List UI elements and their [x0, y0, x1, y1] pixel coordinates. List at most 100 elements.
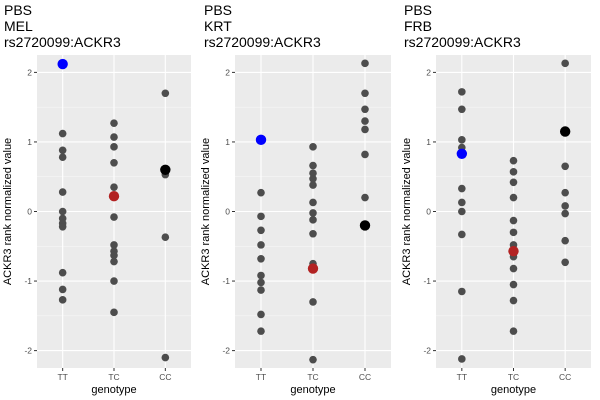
panel-title-line: PBS: [404, 2, 432, 18]
data-point: [458, 230, 466, 239]
data-point: [561, 188, 569, 197]
data-point: [58, 188, 67, 196]
data-point: [110, 119, 118, 127]
highlight-point: [160, 164, 171, 175]
highlight-point: [508, 245, 519, 257]
data-point: [458, 88, 466, 96]
highlight-point: [57, 58, 68, 70]
panel-title-line: FRB: [404, 18, 432, 34]
highlight-point: [307, 263, 319, 274]
data-point: [257, 310, 265, 319]
data-point: [361, 89, 369, 98]
x-tick-label: TT: [256, 372, 266, 382]
highlight-point: [559, 126, 571, 137]
data-point: [110, 277, 118, 285]
x-tick-label: TT: [57, 372, 67, 382]
x-tick-label: CC: [359, 372, 371, 382]
data-point: [110, 213, 118, 221]
data-point: [361, 150, 369, 159]
highlight-point: [255, 134, 267, 146]
y-tick-label: 0: [27, 207, 32, 217]
data-point: [361, 117, 369, 125]
data-point: [309, 298, 317, 306]
data-point: [561, 162, 569, 171]
x-tick-label: TT: [457, 372, 467, 382]
panel-title-line: rs2720099:ACKR3: [204, 34, 321, 50]
data-point: [458, 184, 466, 193]
data-point: [110, 257, 118, 266]
data-point: [309, 216, 317, 224]
data-point: [561, 202, 569, 210]
data-point: [161, 233, 170, 242]
data-point: [309, 209, 317, 217]
highlight-point: [359, 220, 371, 231]
y-tick-label: 1: [27, 137, 32, 147]
data-point: [509, 280, 518, 289]
y-axis-title: ACKR3 rank normalized value: [200, 138, 212, 285]
data-point: [458, 355, 466, 363]
highlight-point: [456, 148, 468, 159]
y-tick-label: 0: [426, 207, 431, 217]
data-point: [458, 287, 466, 296]
data-point: [309, 229, 317, 238]
y-tick-label: 2: [225, 67, 230, 77]
data-point: [257, 226, 265, 235]
data-point: [309, 161, 317, 170]
panel-title-line: PBS: [4, 2, 32, 18]
y-tick-label: 0: [225, 207, 230, 217]
data-point: [509, 156, 518, 165]
data-point: [110, 183, 118, 191]
x-axis-title: genotype: [290, 384, 335, 396]
panel-title-line: MEL: [4, 18, 33, 34]
y-axis-title: ACKR3 rank normalized value: [2, 138, 14, 285]
data-point: [58, 268, 67, 277]
data-point: [257, 278, 265, 287]
data-point: [309, 175, 317, 183]
data-point: [309, 169, 317, 178]
data-point: [58, 153, 67, 162]
x-tick-label: TC: [108, 372, 119, 382]
data-point: [309, 143, 317, 151]
data-point: [509, 296, 518, 305]
data-point: [110, 251, 118, 260]
y-tick-label: -2: [24, 346, 32, 356]
data-point: [458, 105, 466, 114]
data-point: [257, 241, 265, 249]
y-tick-label: 2: [426, 67, 431, 77]
highlight-point: [108, 190, 120, 202]
data-point: [58, 296, 67, 304]
data-point: [257, 254, 265, 263]
data-point: [58, 146, 67, 155]
data-point: [361, 59, 369, 68]
data-point: [561, 258, 569, 267]
x-tick-label: CC: [559, 372, 571, 382]
x-axis-title: genotype: [491, 384, 536, 396]
y-tick-label: 1: [426, 137, 431, 147]
data-point: [561, 209, 569, 218]
data-point: [509, 228, 518, 237]
panel-title-line: rs2720099:ACKR3: [404, 34, 521, 50]
y-tick-label: -1: [24, 276, 32, 286]
data-point: [58, 207, 67, 216]
data-point: [58, 285, 67, 294]
data-point: [309, 198, 317, 207]
x-tick-label: TC: [508, 372, 519, 382]
data-point: [458, 207, 466, 216]
data-point: [58, 129, 67, 138]
panel-title-line: KRT: [204, 18, 232, 34]
data-point: [58, 223, 67, 231]
data-point: [361, 105, 369, 114]
data-point: [361, 193, 369, 202]
data-point: [110, 308, 118, 317]
y-tick-label: 1: [225, 137, 230, 147]
x-axis-title: genotype: [91, 384, 136, 396]
y-tick-label: -2: [423, 346, 431, 356]
x-tick-label: TC: [307, 372, 318, 382]
y-tick-label: 2: [27, 67, 32, 77]
data-point: [161, 89, 170, 98]
panel-title-line: rs2720099:ACKR3: [4, 34, 121, 50]
data-point: [257, 212, 265, 221]
